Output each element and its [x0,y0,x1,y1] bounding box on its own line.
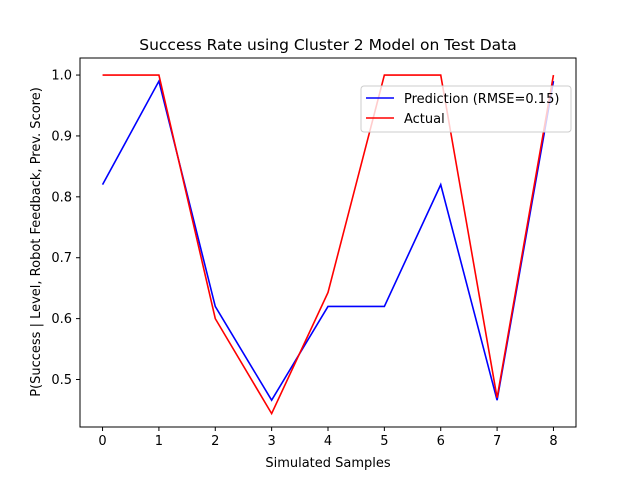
y-tick-label: 0.9 [51,129,72,144]
y-tick-label: 0.7 [51,251,72,266]
x-tick-label: 7 [493,434,501,449]
y-axis: 0.5 0.6 0.7 0.8 0.9 1.0 [51,69,80,388]
legend-label-prediction: Prediction (RMSE=0.15) [404,92,559,107]
x-tick-label: 1 [155,434,163,449]
series-layer [101,74,555,416]
x-tick-label: 8 [549,434,557,449]
x-tick-label: 5 [380,434,388,449]
x-axis: 0 1 2 3 4 5 6 7 8 [98,427,558,449]
y-tick-label: 1.0 [51,69,72,84]
legend-box [360,85,572,133]
y-tick-label: 0.8 [51,190,72,205]
x-tick-label: 2 [211,434,219,449]
legend-label-actual: Actual [404,112,445,127]
chart-title: Success Rate using Cluster 2 Model on Te… [139,36,516,54]
x-tick-label: 0 [98,434,106,449]
x-tick-label: 3 [267,434,275,449]
y-axis-label: P(Success | Level, Robot Feedback, Prev.… [29,87,44,397]
y-tick-label: 0.5 [51,373,72,388]
x-axis-label: Simulated Samples [265,456,391,471]
legend: Prediction (RMSE=0.15) Actual [360,85,572,133]
y-tick-label: 0.6 [51,312,72,327]
x-tick-label: 6 [437,434,445,449]
x-tick-label: 4 [324,434,332,449]
